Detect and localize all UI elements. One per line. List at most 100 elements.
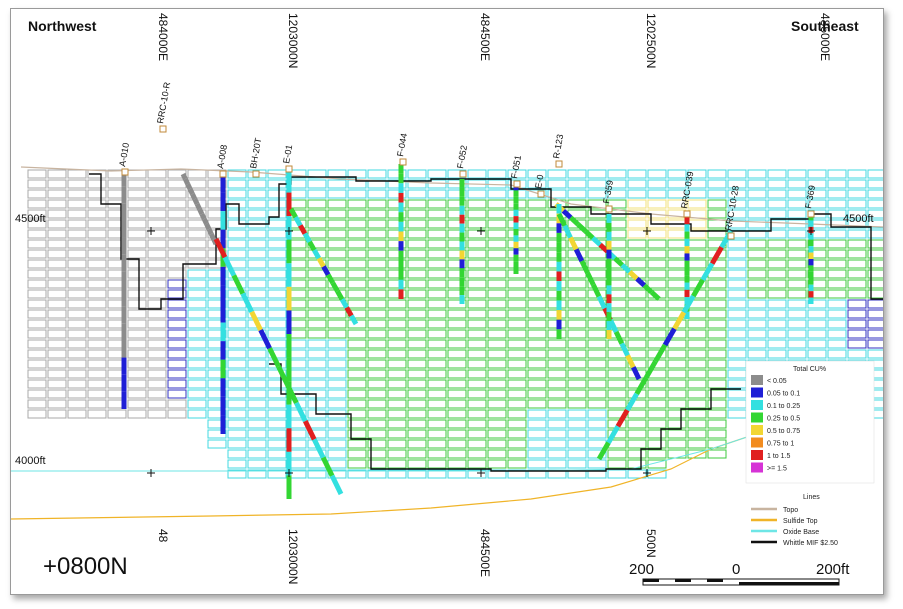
- model-block: [327, 359, 347, 369]
- drill-hole-interval: [209, 232, 216, 241]
- model-block: [167, 339, 187, 349]
- model-block: [527, 339, 547, 349]
- model-block: [247, 279, 267, 289]
- model-block: [207, 339, 227, 349]
- model-block: [867, 269, 883, 279]
- model-block: [147, 239, 167, 249]
- model-block: [527, 469, 547, 479]
- model-block: [587, 219, 607, 229]
- model-block: [567, 389, 587, 399]
- model-block: [707, 199, 727, 209]
- model-block: [427, 239, 447, 249]
- model-block: [407, 469, 427, 479]
- model-block: [607, 449, 627, 459]
- model-block: [567, 269, 587, 279]
- model-block: [487, 309, 507, 319]
- model-block: [587, 249, 607, 259]
- model-block: [507, 299, 527, 309]
- model-block: [487, 199, 507, 209]
- model-block: [27, 379, 47, 389]
- drill-hole-interval: [613, 256, 624, 267]
- model-block: [307, 189, 327, 199]
- model-block: [87, 379, 107, 389]
- drill-hole-label: BH-20T: [248, 137, 263, 170]
- model-block: [447, 469, 467, 479]
- model-block: [187, 279, 207, 289]
- drill-hole-interval: [635, 276, 646, 288]
- drill-hole-label: F-052: [455, 144, 469, 169]
- model-block: [427, 209, 447, 219]
- model-block: [847, 249, 867, 259]
- model-block: [687, 259, 707, 269]
- model-block: [647, 399, 667, 409]
- model-block: [727, 409, 747, 419]
- model-block: [447, 369, 467, 379]
- model-block: [267, 429, 287, 439]
- model-block: [67, 259, 87, 269]
- model-block: [347, 299, 367, 309]
- model-block: [507, 279, 527, 289]
- model-block: [867, 309, 883, 319]
- model-block: [187, 299, 207, 309]
- model-block: [307, 319, 327, 329]
- drill-hole-interval: [307, 240, 317, 252]
- model-block: [347, 189, 367, 199]
- model-block: [187, 269, 207, 279]
- lines-legend-label: Whittle MIF $2.50: [783, 540, 838, 547]
- model-block: [407, 309, 427, 319]
- model-block: [827, 169, 847, 179]
- drill-hole-interval: [185, 182, 193, 191]
- model-block: [747, 169, 767, 179]
- model-block: [507, 369, 527, 379]
- model-block: [667, 229, 687, 239]
- model-block: [267, 369, 287, 379]
- northing-bottom-1203000: 1203000N: [286, 529, 300, 584]
- model-block: [407, 279, 427, 289]
- drill-hole-interval: [620, 263, 632, 274]
- model-block: [767, 219, 787, 229]
- model-block: [667, 279, 687, 289]
- model-block: [187, 359, 207, 369]
- model-block: [347, 239, 367, 249]
- model-block: [627, 439, 647, 449]
- model-block: [67, 409, 87, 419]
- model-block: [747, 239, 767, 249]
- model-block: [847, 209, 867, 219]
- model-block: [587, 329, 607, 339]
- model-block: [187, 309, 207, 319]
- model-block: [367, 409, 387, 419]
- drill-hole-interval: [258, 328, 272, 350]
- model-block: [547, 429, 567, 439]
- model-block: [307, 429, 327, 439]
- drill-hole-interval: [585, 271, 596, 286]
- model-block: [207, 279, 227, 289]
- model-block: [667, 289, 687, 299]
- model-block: [827, 309, 847, 319]
- model-block: [667, 399, 687, 409]
- grid-crosses: [147, 227, 815, 477]
- model-block: [427, 259, 447, 269]
- model-block: [767, 169, 787, 179]
- model-block: [67, 209, 87, 219]
- model-block: [687, 309, 707, 319]
- model-block: [227, 319, 247, 329]
- scale-label-right: 200ft: [816, 561, 850, 578]
- model-block: [767, 239, 787, 249]
- model-block: [647, 259, 667, 269]
- model-block: [707, 359, 727, 369]
- model-block: [787, 269, 807, 279]
- model-block: [347, 289, 367, 299]
- model-block: [767, 319, 787, 329]
- model-block: [127, 359, 147, 369]
- drill-hole-interval: [293, 215, 303, 227]
- model-block: [467, 309, 487, 319]
- model-block: [47, 379, 67, 389]
- model-block: [447, 349, 467, 359]
- model-block: [807, 319, 827, 329]
- model-block: [847, 349, 867, 359]
- model-block: [747, 189, 767, 199]
- model-block: [647, 179, 667, 189]
- model-block: [767, 309, 787, 319]
- model-block: [327, 309, 347, 319]
- model-block: [647, 409, 667, 419]
